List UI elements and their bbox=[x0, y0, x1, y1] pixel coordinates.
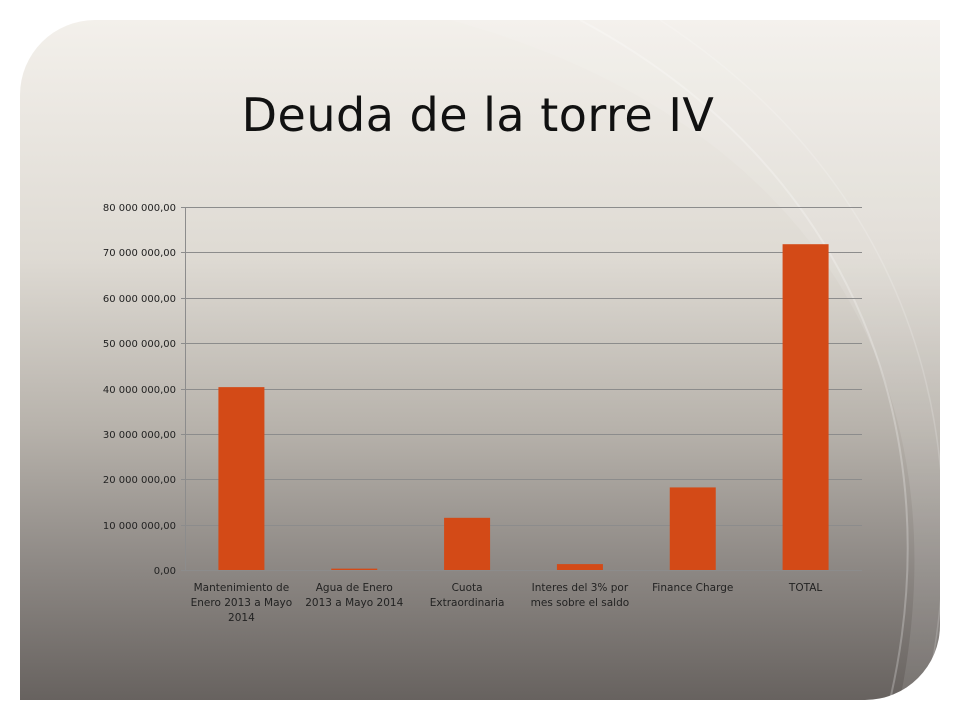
y-tick-label: 50 000 000,00 bbox=[103, 339, 176, 350]
x-category-label: Interes del 3% por mes sobre el saldo bbox=[531, 582, 630, 609]
bar bbox=[669, 487, 716, 570]
x-category-label: Agua de Enero 2013 a Mayo 2014 bbox=[305, 582, 403, 609]
x-category-label: TOTAL bbox=[788, 582, 822, 594]
y-tick-label: 60 000 000,00 bbox=[103, 294, 176, 305]
y-tick-label: 10 000 000,00 bbox=[103, 521, 176, 532]
bar bbox=[331, 568, 378, 570]
y-tick-label: 40 000 000,00 bbox=[103, 385, 176, 396]
y-tick-label: 30 000 000,00 bbox=[103, 430, 176, 441]
bar bbox=[556, 564, 603, 570]
slide-title: Deuda de la torre IV bbox=[241, 88, 715, 142]
gridlines bbox=[181, 207, 862, 571]
y-tick-label: 80 000 000,00 bbox=[103, 203, 176, 214]
x-axis-category-labels: Mantenimiento de Enero 2013 a Mayo 2014 Agu… bbox=[191, 582, 823, 624]
y-tick-label: 20 000 000,00 bbox=[103, 475, 176, 486]
y-tick-label: 0,00 bbox=[154, 566, 176, 577]
bar bbox=[782, 244, 829, 570]
bar bbox=[218, 387, 265, 570]
bar bbox=[444, 517, 491, 570]
y-tick-label: 70 000 000,00 bbox=[103, 248, 176, 259]
decorative-swoosh bbox=[450, 20, 940, 700]
x-category-label: Finance Charge bbox=[652, 582, 733, 594]
x-category-label: Mantenimiento de Enero 2013 a Mayo 2014 bbox=[191, 582, 293, 624]
bars bbox=[218, 244, 829, 570]
y-axis-tick-labels: 0,00 10 000 000,00 20 000 000,00 30 000 000… bbox=[103, 203, 176, 577]
x-category-label: Cuota Extraordinaria bbox=[430, 582, 505, 609]
